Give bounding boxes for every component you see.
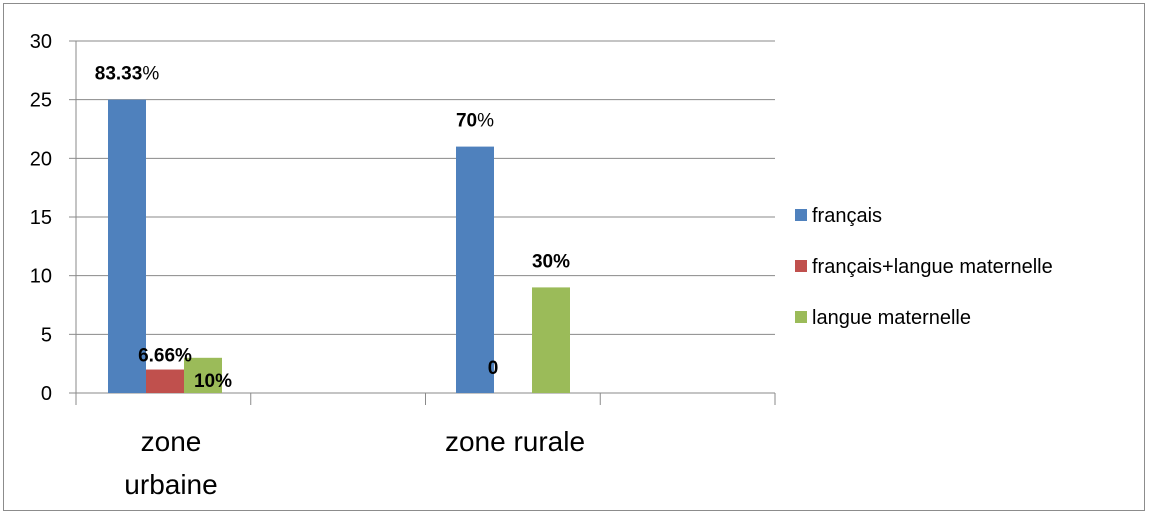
bar-2-0 — [184, 357, 222, 393]
y-tick-label-20: 20 — [30, 148, 52, 170]
category-label-0-0: zone — [141, 426, 202, 457]
legend-label-1: français+langue maternelle — [812, 256, 1053, 278]
data-labels: 83.33% 70% 6.66% 0 10% 30% — [95, 64, 570, 392]
y-tick-label-10: 10 — [30, 266, 52, 288]
bar-2-1 — [532, 287, 570, 393]
legend-swatch-2 — [795, 311, 807, 323]
y-tick-label-25: 25 — [30, 90, 52, 112]
legend-swatch-1 — [795, 260, 807, 272]
data-label-2-1: 30% — [532, 251, 570, 272]
category-labels: zone urbaine zone rurale — [124, 426, 585, 500]
bar-1-0 — [146, 369, 184, 393]
bar-0-1 — [456, 146, 494, 393]
chart-frame — [3, 3, 1145, 511]
bar-0-0 — [108, 99, 146, 394]
y-tick-label-5: 5 — [41, 324, 52, 346]
category-label-0-1: urbaine — [124, 469, 217, 500]
axes — [69, 40, 776, 405]
y-axis-tick-labels: 0 5 10 15 20 25 30 — [30, 31, 52, 405]
bars — [108, 99, 570, 394]
data-label-0-0: 83.33% — [95, 64, 160, 85]
data-label-1-1: 0 — [488, 358, 499, 379]
y-tick-label-0: 0 — [41, 383, 52, 405]
data-label-2-0: 10% — [194, 371, 232, 392]
data-label-1-0: 6.66% — [138, 346, 192, 367]
category-label-1-0: zone rurale — [445, 426, 585, 457]
gridlines — [76, 40, 775, 335]
legend-swatch-0 — [795, 209, 807, 221]
legend-label-2: langue maternelle — [812, 307, 971, 329]
legend: français français+langue maternelle langue… — [795, 205, 1053, 329]
data-label-0-1: 70% — [456, 111, 494, 132]
legend-label-0: français — [812, 205, 882, 227]
y-tick-label-30: 30 — [30, 31, 52, 53]
y-tick-label-15: 15 — [30, 207, 52, 229]
